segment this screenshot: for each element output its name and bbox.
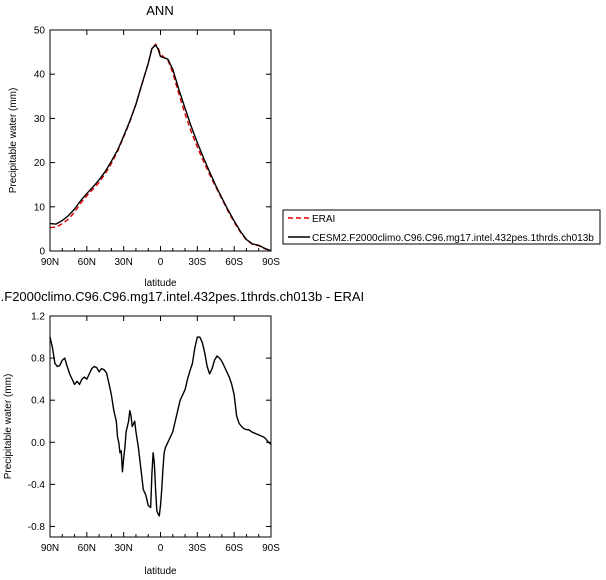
mean-x-tick-label: 30N	[114, 257, 132, 268]
mean-x-tick-label: 60S	[225, 257, 243, 268]
difference-y-tick-label: -0.8	[28, 522, 46, 533]
legend: ERAI CESM2.F2000climo.C96.C96.mg17.intel…	[282, 209, 601, 245]
mean-y-tick-label: 30	[34, 114, 46, 125]
mean-x-tick-label: 60N	[78, 257, 96, 268]
mean-x-tick-label: 90S	[262, 257, 280, 268]
mean-series-line-1	[49, 44, 272, 252]
difference-y-axis-label: Precipitable water (mm)	[3, 374, 14, 480]
difference-y-tick-label: 1.2	[31, 312, 45, 323]
legend-label-model: CESM2.F2000climo.C96.C96.mg17.intel.432p…	[312, 233, 594, 244]
difference-x-tick-label: 60N	[78, 543, 96, 554]
difference-x-axis-label: latitude	[144, 566, 177, 577]
mean-x-tick-label: 0	[158, 257, 164, 268]
mean-y-tick-label: 40	[34, 70, 46, 81]
difference-y-tick-label: 0.0	[31, 438, 45, 449]
legend-entry-model: CESM2.F2000climo.C96.C96.mg17.intel.432p…	[288, 233, 594, 244]
difference-y-tick-label: 0.8	[31, 354, 45, 365]
difference-x-tick-label: 90S	[262, 543, 280, 554]
mean-series-line-0	[49, 43, 272, 252]
mean-x-axis-label: latitude	[144, 278, 177, 289]
difference-y-tick-label: 0.4	[31, 396, 45, 407]
mean-y-axis-label: Precipitable water (mm)	[8, 88, 19, 194]
difference-x-tick-label: 30N	[114, 543, 132, 554]
mean-y-tick-label: 0	[39, 247, 45, 258]
difference-series-line-0	[49, 336, 272, 517]
mean-x-tick-label: 30S	[188, 257, 206, 268]
difference-x-tick-label: 0	[158, 543, 164, 554]
mean-y-tick-label: 10	[34, 202, 46, 213]
legend-entry-erai: ERAI	[288, 214, 335, 225]
legend-box	[282, 209, 601, 245]
mean-panel-title: ANN	[146, 3, 173, 18]
difference-x-tick-label: 30S	[188, 543, 206, 554]
difference-x-tick-label: 90N	[41, 543, 59, 554]
difference-y-tick-label: -0.4	[28, 480, 46, 491]
difference-panel: CESM2.F2000climo.C96.C96.mg17.intel.432p…	[0, 289, 364, 577]
mean-y-tick-label: 20	[34, 158, 46, 169]
difference-panel-title: CESM2.F2000climo.C96.C96.mg17.intel.432p…	[0, 289, 364, 304]
mean-plot-frame	[49, 29, 272, 252]
mean-x-tick-label: 90N	[41, 257, 59, 268]
legend-label-erai: ERAI	[312, 214, 335, 225]
mean-y-tick-label: 50	[34, 26, 46, 37]
difference-x-tick-label: 60S	[225, 543, 243, 554]
mean-panel: ANN 90N 60N 30N 0 30S 60S 90S 0 10 20 30 40 50 lati…	[8, 3, 280, 289]
